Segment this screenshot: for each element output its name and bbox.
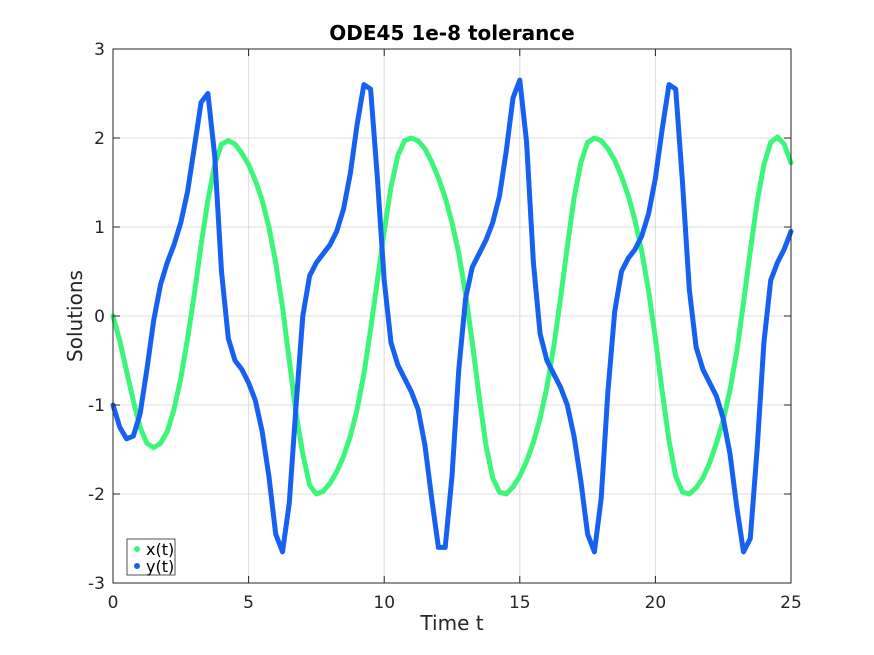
y-tick-label: 0 [94,307,105,327]
y-axis-label: Solutions [63,270,87,362]
series-line-0 [110,134,794,497]
series-line-1 [110,77,794,555]
y-tick-label: -3 [88,574,105,594]
y-tick-label: 2 [94,129,105,149]
legend-label-x: x(t) [146,540,174,559]
x-tick-label: 0 [108,593,119,613]
x-tick-label: 20 [645,593,667,613]
x-tick-label: 10 [373,593,395,613]
legend-label-y: y(t) [146,557,174,576]
x-tick-label: 15 [509,593,531,613]
series-layer [110,77,794,555]
x-tick-label: 5 [243,593,254,613]
y-tick-label: 1 [94,218,105,238]
tick-labels: 0 5 10 15 20 25 -3 -2 -1 0 1 2 3 [88,40,802,613]
y-tick-label: -1 [88,396,105,416]
legend-marker-y [134,563,140,569]
x-tick-label: 25 [780,593,802,613]
legend-box [126,538,176,576]
y-tick-label: 3 [94,40,105,60]
y-tick-label: -2 [88,485,105,505]
x-axis-label: Time t [419,611,483,635]
legend: x(t) y(t) [126,538,176,576]
chart-title: ODE45 1e-8 tolerance [329,21,574,45]
legend-marker-x [134,546,140,552]
axis-ticks [112,48,792,584]
